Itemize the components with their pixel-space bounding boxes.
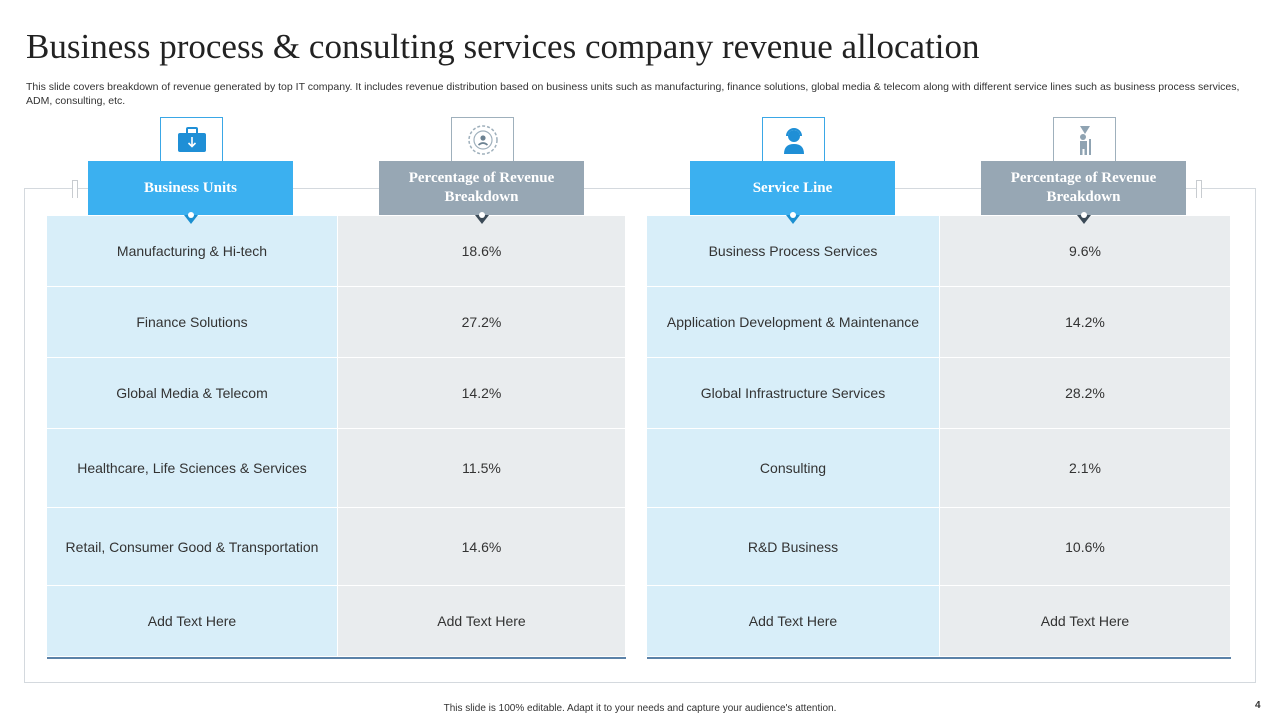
- frame-cap-left: [72, 180, 78, 198]
- pin-dot: [789, 212, 796, 218]
- service-line-table: Business Process Services 9.6% Applicati…: [647, 216, 1231, 659]
- table-cell: Add Text Here: [940, 586, 1231, 657]
- network-icon: [467, 124, 498, 155]
- table-cell: 10.6%: [940, 508, 1231, 586]
- pin-dot: [187, 212, 194, 218]
- header-revenue-breakdown-left: Percentage of Revenue Breakdown: [379, 161, 584, 224]
- support-agent-icon-box: [762, 117, 825, 162]
- pin-marker: [1076, 215, 1091, 224]
- table-cell: 27.2%: [338, 287, 626, 358]
- header-label: Service Line: [752, 179, 833, 196]
- briefcase-icon: [177, 126, 206, 152]
- table-cell: Consulting: [647, 429, 940, 508]
- table-cell: 28.2%: [940, 358, 1231, 429]
- table-cell: 9.6%: [940, 216, 1231, 287]
- table-cell: 14.6%: [338, 508, 626, 586]
- table-cell: Global Infrastructure Services: [647, 358, 940, 429]
- table-cell: R&D Business: [647, 508, 940, 586]
- business-units-table: Manufacturing & Hi-tech 18.6% Finance So…: [47, 216, 626, 659]
- header-label: Business Units: [144, 179, 237, 196]
- pin-marker: [183, 215, 198, 224]
- header-label: Percentage of Revenue Breakdown: [1010, 170, 1157, 205]
- presenter-icon: [1079, 125, 1091, 155]
- table-cell: Add Text Here: [47, 586, 338, 657]
- table-cell: Retail, Consumer Good & Transportation: [47, 508, 338, 586]
- pin-marker: [474, 215, 489, 224]
- pin-dot: [478, 212, 485, 218]
- content-frame: [24, 188, 1256, 683]
- table-cell: Business Process Services: [647, 216, 940, 287]
- slide-description: This slide covers breakdown of revenue g…: [26, 81, 1240, 107]
- table-cell: Manufacturing & Hi-tech: [47, 216, 338, 287]
- table-cell: Add Text Here: [647, 586, 940, 657]
- briefcase-icon-box: [160, 117, 223, 162]
- table-cell: Healthcare, Life Sciences & Services: [47, 429, 338, 508]
- network-icon-box: [451, 117, 514, 162]
- table-cell: 18.6%: [338, 216, 626, 287]
- table-cell: 14.2%: [940, 287, 1231, 358]
- table-cell: Add Text Here: [338, 586, 626, 657]
- table-cell: 14.2%: [338, 358, 626, 429]
- table-cell: Finance Solutions: [47, 287, 338, 358]
- header-service-line: Service Line: [690, 161, 895, 224]
- footer-note: This slide is 100% editable. Adapt it to…: [443, 703, 837, 714]
- table-cell: 2.1%: [940, 429, 1231, 508]
- header-business-units: Business Units: [88, 161, 293, 224]
- header-label: Percentage of Revenue Breakdown: [408, 170, 555, 205]
- pin-dot: [1080, 212, 1087, 218]
- header-revenue-breakdown-right: Percentage of Revenue Breakdown: [981, 161, 1186, 224]
- slide-title: Business process & consulting services c…: [26, 27, 980, 66]
- table-cell: Application Development & Maintenance: [647, 287, 940, 358]
- support-agent-icon: [783, 127, 804, 154]
- pin-marker: [785, 215, 800, 224]
- table-cell: Global Media & Telecom: [47, 358, 338, 429]
- frame-cap-right: [1196, 180, 1202, 198]
- presenter-icon-box: [1053, 117, 1116, 162]
- page-number: 4: [1255, 700, 1261, 711]
- table-cell: 11.5%: [338, 429, 626, 508]
